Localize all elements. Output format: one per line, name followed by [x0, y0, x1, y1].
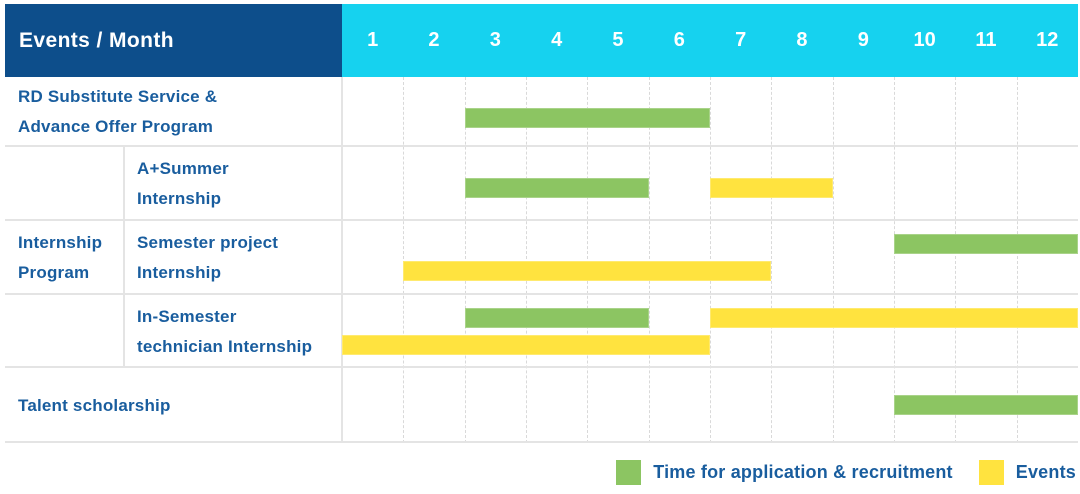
row-divider	[5, 219, 1078, 221]
bar-in-semester-technician-internship-event-months-7-12	[710, 308, 1078, 328]
month-gridline-9	[894, 77, 895, 443]
month-label-8: 8	[796, 29, 808, 51]
month-label-11: 11	[975, 29, 997, 51]
bar-semester-project-internship-application-months-10-12	[894, 234, 1078, 254]
month-gridline-1	[403, 77, 405, 443]
row-divider	[5, 293, 1078, 295]
legend: Time for application & recruitment Events	[616, 456, 1076, 488]
row-divider	[5, 366, 1078, 368]
month-label-12: 12	[1036, 29, 1059, 51]
row-label-in-semester-technician-internship: In-Semester technician Internship	[137, 306, 313, 356]
gantt-body: Internship Program RD Substitute Service …	[5, 77, 1078, 443]
row-label-talent-scholarship: Talent scholarship	[18, 395, 171, 415]
bar-rd-substitute-application-months-3-6	[464, 108, 710, 128]
month-label-1: 1	[367, 29, 379, 51]
row-label-semester-project-internship: Semester project Internship	[137, 233, 279, 282]
legend-item-application: Time for application & recruitment	[616, 459, 953, 485]
group-label-internship-program: Internship Program	[18, 232, 103, 282]
month-gridline-2	[464, 77, 466, 443]
month-gridline-5	[648, 77, 650, 443]
bar-a-plus-summer-internship-event-months-7-8	[710, 178, 833, 198]
legend-item-event: Events	[978, 459, 1076, 485]
legend-swatch-event	[978, 459, 1004, 485]
month-gridline-7	[771, 77, 773, 443]
row-divider	[5, 441, 1078, 443]
month-gridline-8	[832, 77, 834, 443]
month-label-3: 3	[489, 29, 501, 51]
legend-label-event: Events	[1015, 461, 1076, 482]
month-label-6: 6	[673, 29, 685, 51]
month-gridline-11	[1016, 77, 1018, 443]
month-gridline-3	[526, 77, 527, 443]
bar-talent-scholarship-application-months-10-12	[894, 395, 1078, 415]
month-gridline-10	[955, 77, 957, 443]
month-header-row: 1 2 3 4 5 6 7 8 9 10 11 12	[342, 4, 1078, 77]
month-gridline-4	[587, 77, 589, 443]
month-label-5: 5	[612, 29, 624, 51]
month-label-9: 9	[857, 29, 869, 51]
row-label-rd-substitute: RD Substitute Service & Advance Offer Pr…	[18, 87, 218, 136]
month-label-4: 4	[551, 29, 563, 51]
bar-semester-project-internship-event-months-2-7	[403, 261, 772, 281]
row-divider	[5, 145, 1078, 147]
row-label-a-plus-summer-internship: A+Summer Internship	[137, 159, 229, 208]
legend-swatch-application	[616, 459, 642, 485]
gantt-table: Events / Month 1 2 3 4 5 6 7 8 9 10 11 12 Internshi…	[5, 4, 1078, 443]
month-label-10: 10	[913, 29, 936, 51]
month-label-7: 7	[735, 29, 747, 51]
bar-a-plus-summer-internship-application-months-3-5	[464, 178, 649, 198]
corner-cell: Events / Month	[5, 4, 342, 77]
group-divider	[123, 147, 125, 368]
chart-left-divider	[341, 77, 343, 443]
bar-in-semester-technician-internship-event-months-1-6	[342, 335, 710, 355]
month-label-2: 2	[428, 29, 440, 51]
bar-in-semester-technician-internship-application-months-3-5	[464, 308, 649, 328]
month-gridline-6	[710, 77, 711, 443]
table-header: Events / Month 1 2 3 4 5 6 7 8 9 10 11 12	[5, 4, 1078, 77]
legend-label-application: Time for application & recruitment	[653, 461, 953, 482]
